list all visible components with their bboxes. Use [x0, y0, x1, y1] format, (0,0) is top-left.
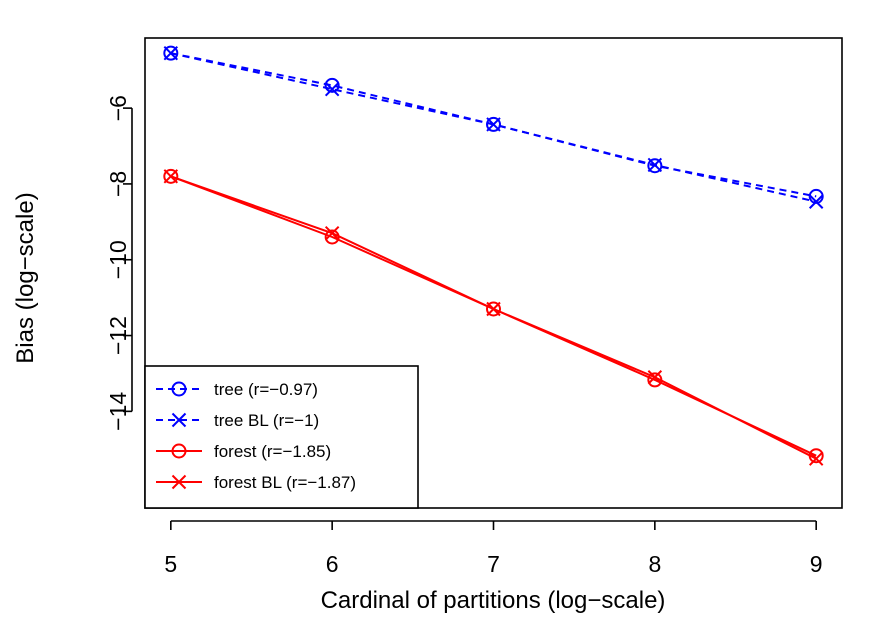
circle-marker: [163, 45, 179, 61]
series-layer: [163, 45, 824, 466]
cross-marker: [486, 117, 501, 132]
legend-entry: tree (r=−0.97): [214, 380, 318, 399]
series-2: [163, 45, 824, 209]
cross-marker: [808, 451, 824, 466]
legend-entry: forest (r=−1.85): [214, 442, 331, 461]
legend-circle-marker: [171, 443, 187, 459]
circle-marker: [647, 158, 663, 174]
cross-marker: [324, 225, 340, 241]
series-line: [170, 52, 817, 203]
series-4: [163, 169, 824, 466]
plot-frame: [144, 37, 843, 509]
legend-box: [144, 365, 419, 509]
circle-marker: [324, 77, 340, 93]
x-tick-label: 7: [487, 551, 500, 577]
x-tick-label: 5: [164, 551, 177, 577]
x-axis-title: Cardinal of partitions (log−scale): [321, 587, 666, 614]
y-tick-label: −12: [105, 316, 131, 355]
x-tick-label: 8: [648, 551, 661, 577]
legend-circle-marker: [171, 381, 187, 397]
legend: tree (r=−0.97) tree BL (r=−1) forest (r=−1…: [144, 365, 419, 509]
y-tick-label: −8: [105, 171, 131, 197]
x-tick-label: 9: [810, 551, 823, 577]
legend-cross-marker: [171, 412, 187, 428]
cross-marker: [647, 370, 663, 385]
legend-entry: forest BL (r=−1.87): [214, 473, 356, 492]
x-tick-label: 6: [326, 551, 339, 577]
y-tick-label: −14: [105, 392, 131, 431]
cross-marker: [163, 169, 179, 184]
cross-marker: [808, 194, 824, 209]
circle-marker: [486, 301, 501, 317]
y-axis-title: Bias (log−scale): [12, 192, 39, 363]
y-tick-label: −6: [105, 95, 131, 121]
cross-marker: [486, 301, 501, 317]
cross-marker: [647, 157, 663, 173]
x-axis: 5 6 7 8 9: [164, 520, 823, 577]
circle-marker: [163, 168, 179, 184]
y-tick-label: −10: [105, 240, 131, 279]
legend-entry: tree BL (r=−1): [214, 411, 319, 430]
cross-marker: [163, 45, 179, 61]
legend-cross-marker: [171, 474, 187, 490]
circle-marker: [486, 116, 501, 132]
cross-marker: [324, 81, 340, 97]
y-axis: −6 −8 −10 −12 −14: [105, 95, 133, 431]
